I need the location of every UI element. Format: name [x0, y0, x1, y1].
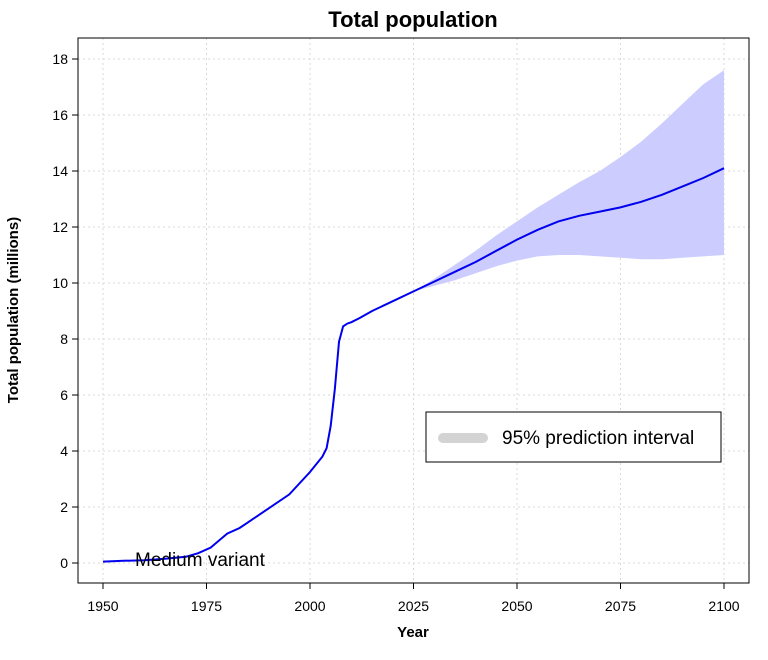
x-tick-label: 2025 [398, 598, 429, 614]
axis-ticks: 1950 1975 2000 2025 2050 2075 2100 0 2 4 6 8 10 12 14 1… [52, 51, 739, 614]
x-axis-label: Year [397, 624, 429, 641]
legend: 95% prediction interval [425, 411, 722, 463]
grid-lines [78, 38, 749, 583]
y-tick-label: 18 [52, 51, 68, 67]
y-tick-label: 12 [52, 219, 68, 235]
x-tick-label: 2000 [294, 598, 325, 614]
y-tick-label: 8 [60, 331, 68, 347]
medium-variant-label: Medium variant [135, 550, 266, 571]
x-tick-label: 1975 [191, 598, 222, 614]
prediction-interval-band [413, 70, 724, 292]
y-tick-label: 14 [52, 163, 68, 179]
x-tick-label: 2100 [708, 598, 739, 614]
x-tick-label: 1950 [87, 598, 118, 614]
y-tick-label: 2 [60, 499, 68, 515]
x-tick-label: 2075 [605, 598, 636, 614]
y-tick-label: 16 [52, 107, 68, 123]
chart-title: Total population [328, 7, 497, 32]
y-tick-label: 4 [60, 443, 68, 459]
plot-frame [77, 37, 750, 584]
legend-label: 95% prediction interval [502, 428, 694, 449]
medium-variant-line [102, 167, 725, 563]
y-axis-label: Total population (millions) [5, 217, 22, 403]
y-tick-label: 0 [60, 555, 68, 571]
y-tick-label: 6 [60, 387, 68, 403]
x-tick-label: 2050 [501, 598, 532, 614]
y-tick-label: 10 [52, 275, 68, 291]
